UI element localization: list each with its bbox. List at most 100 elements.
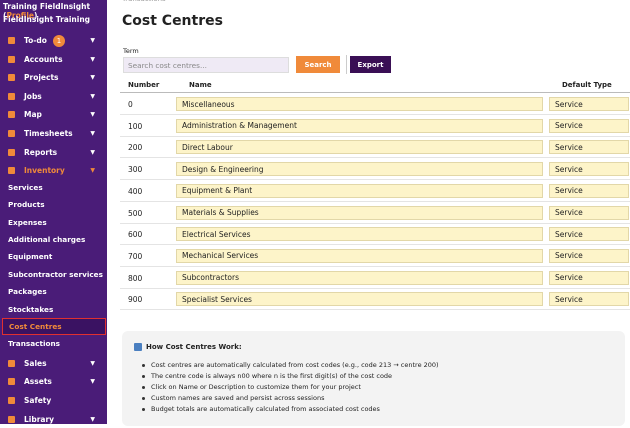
info-text: Budget totals are automatically calculat… (151, 405, 380, 413)
search-button[interactable]: Search (296, 56, 340, 73)
chevron: ▼ (90, 111, 95, 119)
menu-item[interactable]: Assets ▼ (0, 373, 107, 390)
profile-link[interactable]: Profile (6, 11, 35, 20)
cell-name[interactable]: Miscellaneous (176, 97, 543, 111)
bullet (142, 396, 145, 400)
menu-item[interactable]: Accounts ▼ (0, 51, 107, 68)
info-icon (134, 343, 142, 351)
info-item: Budget totals are automatically calculat… (142, 405, 380, 413)
cell-type[interactable]: Service (549, 248, 629, 263)
cell-type[interactable]: Service (549, 118, 629, 133)
cell-type[interactable]: Service (549, 97, 629, 111)
cell-number: 600 (128, 230, 143, 240)
cell-name[interactable]: Materials & Supplies (176, 205, 543, 220)
menu-item[interactable]: Safety (0, 392, 107, 409)
cell-type[interactable]: Service (549, 292, 629, 307)
menu-item[interactable]: Projects ▼ (0, 69, 107, 86)
column-header: Default Type (562, 81, 612, 89)
submenu-item[interactable]: Services (8, 182, 43, 192)
info-text: Cost centres are automatically calculate… (151, 361, 439, 369)
submenu-item[interactable]: Transactions (8, 339, 61, 349)
menu-label: Library (24, 414, 55, 424)
cell-name[interactable]: Specialist Services (176, 292, 543, 307)
menu-icon (8, 55, 15, 63)
submenu-item[interactable]: Packages (8, 287, 47, 297)
info-item: Custom names are saved and persist acros… (142, 394, 324, 402)
submenu-item[interactable]: Expenses (8, 217, 47, 227)
user-name: Training FieldInsight ( (3, 2, 91, 20)
menu-item[interactable]: Library ▼ (0, 411, 107, 428)
bullet (142, 363, 145, 367)
chevron: ▼ (90, 359, 95, 367)
cell-number: 900 (128, 295, 143, 305)
menu-icon (8, 37, 15, 44)
cell-name[interactable]: Design & Engineering (176, 162, 543, 177)
submenu-item[interactable]: Products (8, 200, 45, 210)
menu-icon (8, 378, 15, 386)
menu-icon (8, 148, 15, 156)
chevron: ▼ (90, 415, 95, 423)
table-row: 700 Mechanical Services Service (120, 245, 630, 267)
menu-label: Assets (24, 377, 52, 387)
submenu-item[interactable]: Stocktakes (8, 304, 54, 314)
divider (346, 55, 347, 74)
menu-icon (8, 111, 15, 119)
chevron: ▼ (90, 148, 95, 156)
cell-type[interactable]: Service (549, 183, 629, 198)
table-row: 200 Direct Labour Service (120, 136, 630, 159)
menu-label: To-do (24, 36, 47, 45)
info-title-text: How Cost Centres Work: (146, 343, 242, 351)
menu-icon (8, 74, 15, 82)
menu-item[interactable]: Map ▼ (0, 106, 107, 123)
column-header: Number (128, 81, 160, 89)
chevron: ▼ (90, 37, 95, 44)
cell-type[interactable]: Service (549, 227, 629, 242)
cell-type[interactable]: Service (549, 140, 629, 155)
cell-name[interactable]: Administration & Management (176, 118, 543, 133)
menu-item[interactable]: Jobs ▼ (0, 88, 107, 105)
menu-item[interactable]: Inventory ▼ (0, 162, 107, 179)
cell-name[interactable]: Equipment & Plant (176, 183, 543, 198)
table-row: 100 Administration & Management Service (120, 115, 630, 137)
menu-icon (8, 415, 15, 423)
search-input[interactable]: Search cost centres... (123, 57, 289, 73)
submenu-item[interactable]: Additional charges (8, 235, 86, 244)
cell-name[interactable]: Direct Labour (176, 140, 543, 155)
menu-icon (8, 167, 15, 175)
menu-item[interactable]: Reports ▼ (0, 144, 107, 161)
export-button[interactable]: Export (350, 56, 391, 73)
badge: 1 (52, 34, 65, 47)
info-text: Custom names are saved and persist acros… (151, 394, 325, 402)
sidebar: Training FieldInsight (Profile) FieldInsi… (0, 0, 107, 424)
menu-item[interactable]: Sales ▼ (0, 355, 107, 372)
cell-name[interactable]: Subcontractors (176, 270, 543, 285)
table-row: 300 Design & Engineering Service (120, 158, 630, 181)
submenu-item[interactable]: Subcontractor services (8, 269, 103, 279)
cell-name[interactable]: Mechanical Services (176, 248, 543, 263)
bullet (142, 374, 145, 378)
menu-label: Projects (24, 73, 59, 83)
cell-type[interactable]: Service (549, 270, 629, 285)
term-label: Term (123, 47, 139, 55)
menu-label: Map (24, 110, 42, 120)
info-item: The centre code is always n00 where n is… (142, 372, 392, 380)
info-title: How Cost Centres Work: (134, 343, 242, 351)
cell-number: 200 (128, 143, 143, 153)
info-text: Click on Name or Description to customiz… (151, 383, 361, 391)
cell-name[interactable]: Electrical Services (176, 227, 543, 242)
table-row: 800 Subcontractors Service (120, 267, 630, 289)
chevron: ▼ (90, 74, 95, 82)
bullet (142, 385, 145, 389)
user-suffix: ) (34, 11, 38, 20)
menu-icon (8, 397, 15, 404)
submenu-item[interactable]: Equipment (8, 252, 53, 262)
menu-item[interactable]: To-do 1 ▼ (0, 32, 107, 49)
table-row: 900 Specialist Services Service (120, 288, 630, 311)
menu-item[interactable]: Timesheets ▼ (0, 125, 107, 142)
cell-type[interactable]: Service (549, 205, 629, 220)
page-title: Cost Centres (122, 13, 223, 29)
cell-type[interactable]: Service (549, 162, 629, 177)
submenu-item[interactable]: Cost Centres (2, 318, 106, 335)
cell-number: 100 (128, 121, 143, 131)
chevron: ▼ (90, 167, 95, 175)
